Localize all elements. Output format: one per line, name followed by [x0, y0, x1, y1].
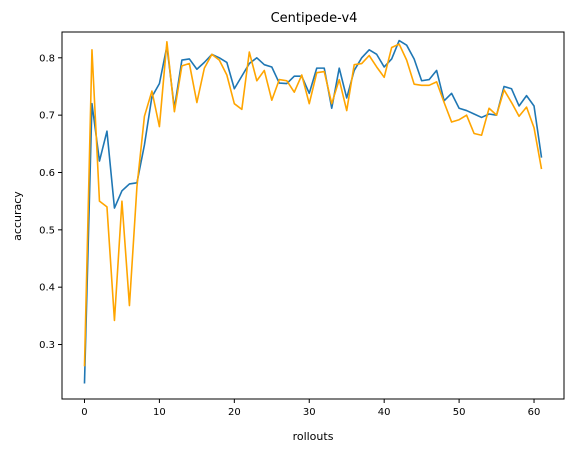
- y-axis-ticks: 0.3 0.4 0.5 0.6 0.7 0.8: [39, 53, 62, 351]
- series-line-2: [83, 40, 543, 367]
- y-tick-label: 0.6: [39, 168, 55, 179]
- x-tick-label: 10: [153, 407, 166, 418]
- x-axis-ticks: 0 10 20 30 40 50 60: [81, 399, 540, 418]
- chart-title: Centipede-v4: [271, 11, 358, 26]
- x-tick-label: 30: [303, 407, 316, 418]
- y-tick-label: 0.7: [39, 111, 55, 122]
- series-line-1: [83, 39, 543, 384]
- plot-area-frame: [61, 31, 565, 400]
- x-tick-label: 50: [453, 407, 466, 418]
- y-axis-label: accuracy: [11, 191, 24, 241]
- x-tick-label: 20: [228, 407, 241, 418]
- y-tick-label: 0.8: [39, 53, 55, 64]
- y-tick-label: 0.4: [39, 283, 55, 294]
- y-tick-label: 0.5: [39, 225, 55, 236]
- x-tick-label: 0: [81, 407, 87, 418]
- y-tick-label: 0.3: [39, 340, 55, 351]
- series-layer: [83, 39, 543, 384]
- x-tick-label: 60: [528, 407, 541, 418]
- x-tick-label: 40: [378, 407, 391, 418]
- x-axis-label: rollouts: [293, 430, 334, 443]
